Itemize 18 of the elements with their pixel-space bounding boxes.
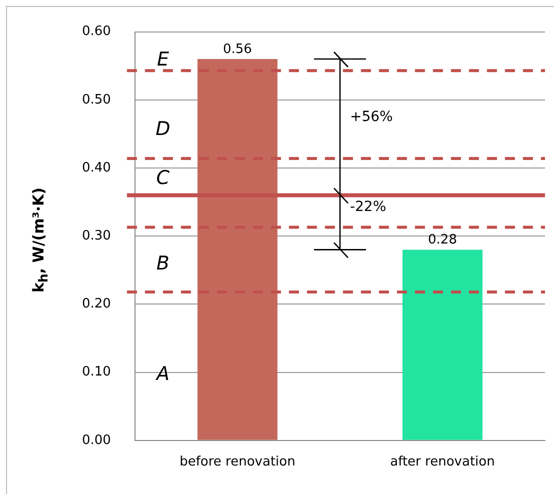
y-tick-label: 0.00 [82,432,111,448]
annotation: A [154,362,170,385]
annotation: E [156,48,169,70]
annotation: -22% [350,199,386,216]
y-tick-label: 0.10 [82,364,111,380]
y-tick-label: 0.60 [82,24,111,40]
x-tick-label: before renovation [180,454,296,470]
y-tick-label: 0.50 [82,92,111,108]
y-tick-label: 0.30 [82,228,111,244]
y-tick-label: 0.40 [82,160,111,176]
annotation: C [156,166,170,189]
data-label: 0.28 [428,232,457,248]
data-label: 0.56 [222,42,252,57]
y-tick-label: 0.20 [82,296,111,312]
annotation: B [156,252,170,275]
annotation: D [156,118,170,140]
annotation: +56% [350,109,393,126]
x-tick-label: after renovation [390,454,495,470]
